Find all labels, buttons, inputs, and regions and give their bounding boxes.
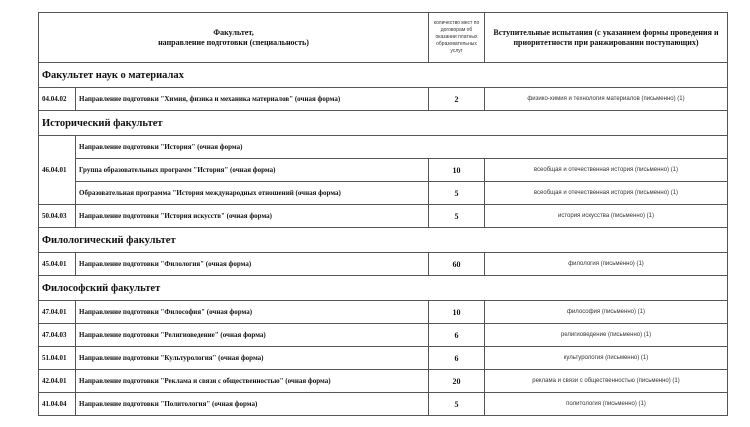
program-name: Образовательная программа "История между… [75, 181, 429, 205]
table-row: 41.04.04 Направление подготовки "Политоло… [38, 392, 728, 416]
program-code: 04.04.02 [38, 87, 76, 111]
program-code: 47.04.03 [38, 323, 76, 347]
table-row: 51.04.01 Направление подготовки "Культуро… [38, 346, 728, 370]
header-faculty-line1: Факультет, [213, 27, 254, 37]
header-count: количество мест по договорам об оказании… [428, 12, 485, 63]
places-count: 10 [428, 300, 485, 324]
program-code: 50.04.03 [38, 204, 76, 228]
program-name: Направление подготовки "Реклама и связи … [75, 369, 429, 393]
entrance-exam: реклама и связи с общественностью (письм… [484, 369, 728, 393]
program-name: Направление подготовки "Философия" (очна… [75, 300, 429, 324]
table-row: 04.04.02 Направление подготовки "Химия, ф… [38, 87, 728, 111]
program-name: Направление подготовки "Религиоведение" … [75, 323, 429, 347]
program-code: 41.04.04 [38, 392, 76, 416]
program-name: Направление подготовки "Химия, физика и … [75, 87, 429, 111]
program-code: 42.04.01 [38, 369, 76, 393]
places-count: 5 [428, 204, 485, 228]
faculty-title: Факультет наук о материалах [38, 62, 728, 88]
program-name: Направление подготовки "История" (очная … [75, 135, 728, 159]
table-row: 47.04.03 Направление подготовки "Религиов… [38, 323, 728, 347]
table-header: Факультет, направление подготовки (специа… [38, 12, 728, 63]
admission-table: Факультет, направление подготовки (специа… [38, 12, 728, 416]
program-name: Направление подготовки "Политология" (оч… [75, 392, 429, 416]
entrance-exam: физико-химия и технология материалов (пи… [484, 87, 728, 111]
header-faculty-line2: направление подготовки (специальность) [158, 37, 309, 47]
places-count: 6 [428, 346, 485, 370]
places-count: 5 [428, 392, 485, 416]
faculty-title: Филологический факультет [38, 227, 728, 253]
places-count: 10 [428, 158, 485, 182]
faculty-row: Филологический факультет [38, 227, 728, 253]
table-row: Группа образовательных программ "История… [39, 158, 728, 182]
table-row: 47.04.01 Направление подготовки "Философи… [38, 300, 728, 324]
header-exams: Вступительные испытания (с указанием фор… [484, 12, 728, 63]
entrance-exam: всеобщая и отечественная история (письме… [484, 181, 728, 205]
faculty-row: Философский факультет [38, 275, 728, 301]
entrance-exam: философия (письменно) (1) [484, 300, 728, 324]
program-code: 45.04.01 [38, 252, 76, 276]
places-count: 6 [428, 323, 485, 347]
entrance-exam: всеобщая и отечественная история (письме… [484, 158, 728, 182]
faculty-title: Философский факультет [38, 275, 728, 301]
faculty-row: Исторический факультет [38, 110, 728, 136]
entrance-exam: история искусства (письменно) (1) [484, 204, 728, 228]
program-name: Направление подготовки "Культурология" (… [75, 346, 429, 370]
table-row: 42.04.01 Направление подготовки "Реклама … [38, 369, 728, 393]
table-row: 46.04.01 Направление подготовки "История"… [38, 135, 728, 205]
program-name: Направление подготовки "История искусств… [75, 204, 429, 228]
entrance-exam: филология (письменно) (1) [484, 252, 728, 276]
header-faculty: Факультет, направление подготовки (специа… [38, 12, 429, 63]
table-row: 50.04.03 Направление подготовки "История … [38, 204, 728, 228]
program-code: 47.04.01 [38, 300, 76, 324]
program-name: Направление подготовки "Филология" (очна… [75, 252, 429, 276]
faculty-row: Факультет наук о материалах [38, 62, 728, 88]
places-count: 5 [428, 181, 485, 205]
faculty-title: Исторический факультет [38, 110, 728, 136]
entrance-exam: политология (письменно) (1) [484, 392, 728, 416]
entrance-exam: религиоведение (письменно) (1) [484, 323, 728, 347]
program-name: Группа образовательных программ "История… [75, 158, 429, 182]
table-row: Образовательная программа "История между… [39, 181, 728, 205]
table-row: 45.04.01 Направление подготовки "Филологи… [38, 252, 728, 276]
places-count: 20 [428, 369, 485, 393]
program-code: 46.04.01 [38, 135, 76, 205]
program-code: 51.04.01 [38, 346, 76, 370]
entrance-exam: культурология (письменно) (1) [484, 346, 728, 370]
places-count: 60 [428, 252, 485, 276]
places-count: 2 [428, 87, 485, 111]
